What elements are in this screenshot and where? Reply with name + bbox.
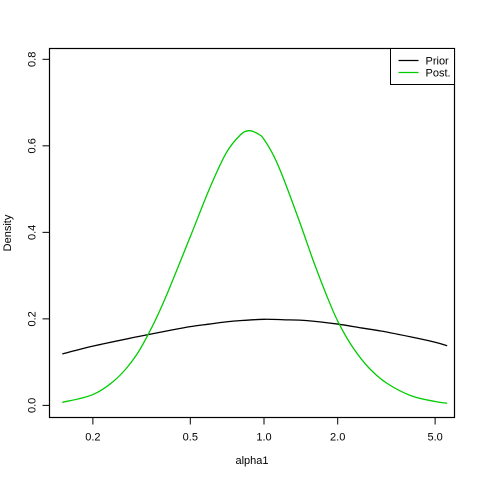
- x-tick-label: 0.2: [85, 432, 100, 444]
- x-tick-label: 1.0: [256, 432, 271, 444]
- y-tick-label: 0.6: [27, 138, 39, 153]
- y-tick-label: 0.0: [27, 398, 39, 413]
- y-axis: 0.0 0.2 0.4 0.6 0.8: [27, 52, 50, 413]
- x-axis: 0.2 0.5 1.0 2.0 5.0: [85, 417, 443, 444]
- y-tick-label: 0.8: [27, 52, 39, 67]
- series-layer: [62, 130, 448, 404]
- x-tick-label: 0.5: [183, 432, 198, 444]
- y-axis-title: Density: [2, 214, 14, 251]
- x-axis-title: alpha1: [235, 455, 268, 467]
- legend-label-prior: Prior: [426, 56, 450, 68]
- legend-label-post: Post.: [426, 68, 451, 80]
- legend-box: [390, 48, 455, 85]
- y-tick-label: 0.4: [27, 225, 39, 240]
- series-line-post: [62, 130, 448, 404]
- plot-frame: [48, 47, 456, 419]
- x-tick-label: 5.0: [427, 432, 442, 444]
- y-tick-label: 0.2: [27, 311, 39, 326]
- x-tick-label: 2.0: [330, 432, 345, 444]
- series-line-prior: [62, 318, 448, 355]
